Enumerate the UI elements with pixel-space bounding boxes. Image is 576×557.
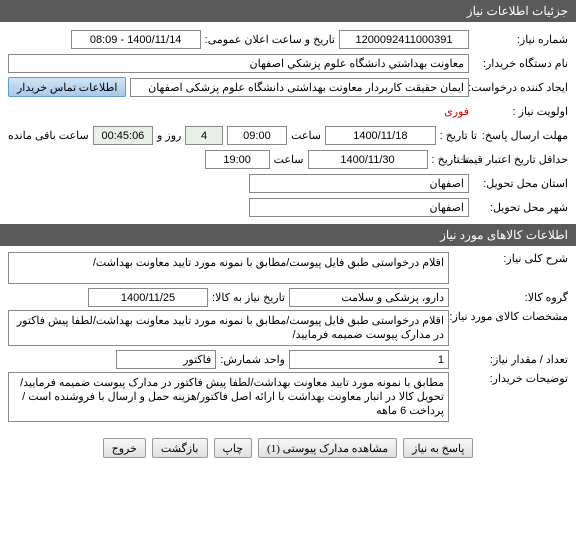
specs-label: مشخصات کالای مورد نیاز: bbox=[453, 310, 568, 323]
need-to-date-value: 1400/11/25 bbox=[88, 288, 208, 307]
need-info-content: شماره نیاز: 1200092411000391 تاریخ و ساع… bbox=[0, 22, 576, 224]
summary-label: شرح کلی نیاز: bbox=[453, 252, 568, 265]
creator-label: ایجاد کننده درخواست: bbox=[473, 81, 568, 94]
time-label-2: ساعت bbox=[274, 153, 304, 166]
time-left-label: ساعت باقی مانده bbox=[8, 129, 89, 142]
need-number-value: 1200092411000391 bbox=[339, 30, 469, 49]
need-number-label: شماره نیاز: bbox=[473, 33, 568, 46]
unit-label: واحد شمارش: bbox=[220, 353, 285, 366]
price-valid-label: حداقل تاریخ اعتبار قیمت: bbox=[473, 153, 568, 166]
goods-info-header: اطلاعات کالاهای مورد نیاز bbox=[0, 224, 576, 246]
resp-time-value: 09:00 bbox=[227, 126, 287, 145]
to-date-label-2: تا تاریخ : bbox=[432, 153, 469, 166]
print-button[interactable]: چاپ bbox=[214, 438, 253, 458]
price-valid-date-value: 1400/11/30 bbox=[308, 150, 428, 169]
to-date-label-1: تا تاریخ : bbox=[440, 129, 477, 142]
resp-date-value: 1400/11/18 bbox=[325, 126, 436, 145]
footer-buttons: پاسخ به نیاز مشاهده مدارک پیوستی (1) چاپ… bbox=[0, 428, 576, 466]
city-label: شهر محل تحویل: bbox=[473, 201, 568, 214]
time-left-value: 00:45:06 bbox=[93, 126, 153, 145]
qty-value: 1 bbox=[289, 350, 449, 369]
back-button[interactable]: بازگشت bbox=[152, 438, 208, 458]
priority-label: اولویت نیاز : bbox=[473, 105, 568, 118]
announce-date-value: 1400/11/14 - 08:09 bbox=[71, 30, 201, 49]
buyer-notes-value: مطابق با نمونه مورد تایید معاونت بهداشت/… bbox=[8, 372, 449, 422]
province-label: استان محل تحویل: bbox=[473, 177, 568, 190]
creator-value: ایمان حقیقت کاربردار معاونت بهداشتی دانش… bbox=[130, 78, 469, 97]
group-label: گروه کالا: bbox=[453, 291, 568, 304]
specs-value: اقلام درخواستی طبق فایل پیوست/مطابق با ن… bbox=[8, 310, 449, 346]
need-info-header: جزئیات اطلاعات نیاز bbox=[0, 0, 576, 22]
buyer-org-value: معاونت بهداشتي دانشگاه علوم پزشكي اصفهان bbox=[8, 54, 469, 73]
group-value: دارو، پزشکی و سلامت bbox=[289, 288, 449, 307]
priority-value: فوری bbox=[444, 105, 469, 118]
buyer-org-label: نام دستگاه خریدار: bbox=[473, 57, 568, 70]
resp-deadline-label: مهلت ارسال پاسخ: bbox=[481, 129, 568, 142]
time-label-1: ساعت bbox=[291, 129, 321, 142]
price-valid-time-value: 19:00 bbox=[205, 150, 270, 169]
attachments-button[interactable]: مشاهده مدارک پیوستی (1) bbox=[258, 438, 397, 458]
days-left-value: 4 bbox=[185, 126, 222, 145]
goods-info-content: شرح کلی نیاز: اقلام درخواستی طبق فایل پی… bbox=[0, 246, 576, 428]
days-left-label: روز و bbox=[157, 129, 181, 142]
unit-value: فاکتور bbox=[116, 350, 216, 369]
province-value: اصفهان bbox=[249, 174, 469, 193]
exit-button[interactable]: خروج bbox=[103, 438, 146, 458]
city-value: اصفهان bbox=[249, 198, 469, 217]
announce-date-label: تاریخ و ساعت اعلان عمومی: bbox=[205, 33, 335, 46]
buyer-contact-button[interactable]: اطلاعات تماس خریدار bbox=[8, 77, 126, 97]
need-to-date-label: تاریخ نیاز به کالا: bbox=[212, 291, 285, 304]
qty-label: تعداد / مقدار نیاز: bbox=[453, 353, 568, 366]
respond-button[interactable]: پاسخ به نیاز bbox=[403, 438, 473, 458]
summary-value: اقلام درخواستی طبق فایل پیوست/مطابق با ن… bbox=[8, 252, 449, 284]
buyer-notes-label: توضیحات خریدار: bbox=[453, 372, 568, 385]
